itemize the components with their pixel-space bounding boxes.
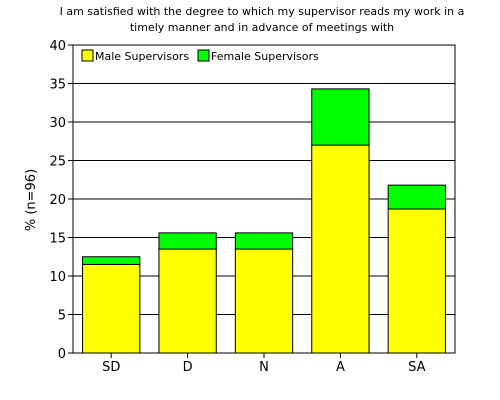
y-tick-label-0: 0 [58, 347, 66, 362]
bar-A-male [311, 144, 370, 354]
legend: Male Supervisors Female Supervisors [81, 49, 319, 63]
bar-D-female [158, 232, 217, 250]
legend-label-female: Female Supervisors [211, 50, 319, 63]
legend-label-male: Male Supervisors [95, 50, 189, 63]
bar-A-female [311, 88, 370, 146]
y-tick-label-15: 15 [49, 232, 66, 247]
y-tick-label-30: 30 [49, 116, 66, 131]
x-tick-label-N: N [259, 360, 269, 375]
bar-SD-male [82, 263, 141, 354]
bar-SA-female [387, 184, 446, 210]
chart-title-line-2: timely manner and in advance of meetings… [130, 21, 394, 34]
legend-swatch-female [197, 49, 210, 62]
y-tick-label-10: 10 [49, 270, 66, 285]
y-axis-label: % (n=96) [24, 169, 39, 231]
y-tick-label-5: 5 [58, 309, 66, 324]
x-tick-label-SA: SA [408, 360, 425, 375]
axes: 0 5 10 15 20 25 30 35 40 SD D N A SA [49, 39, 456, 375]
bar-SA-male [387, 208, 446, 354]
chart-title-line-1: I am satisfied with the degree to which … [60, 5, 465, 18]
x-tick-label-D: D [183, 360, 193, 375]
x-tick-label-A: A [336, 360, 345, 375]
y-tick-label-25: 25 [49, 155, 66, 170]
chart-title: I am satisfied with the degree to which … [60, 5, 465, 34]
y-tick-label-35: 35 [49, 78, 66, 93]
x-tick-label-SD: SD [102, 360, 120, 375]
bar-D-male [158, 248, 217, 354]
bars [82, 88, 446, 354]
plot-frame [72, 44, 456, 354]
bar-N-male [234, 248, 294, 354]
y-tick-label-40: 40 [49, 39, 66, 54]
legend-swatch-male [81, 49, 94, 62]
y-tick-label-20: 20 [49, 193, 66, 208]
bar-SD-female [82, 256, 141, 265]
bar-N-female [234, 232, 294, 250]
